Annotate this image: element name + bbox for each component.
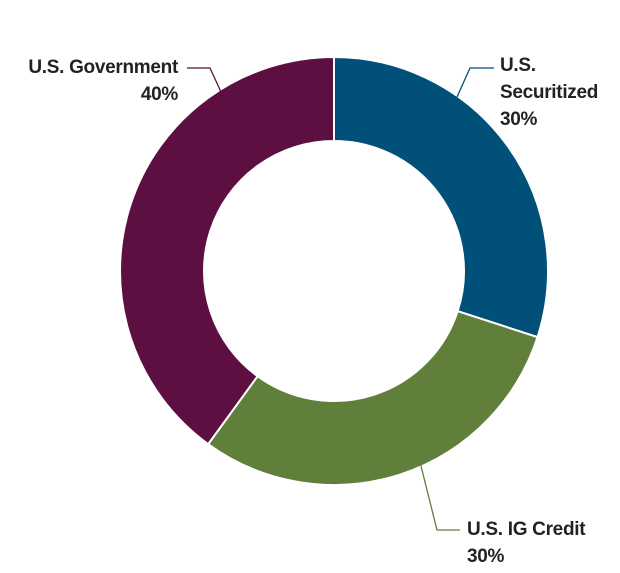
slices — [119, 55, 549, 486]
slice-label-group: U.S. IG Credit 30% — [467, 516, 617, 570]
donut-slice — [206, 309, 539, 486]
slice-value-label: 30% — [500, 109, 538, 130]
slice-value-label: 30% — [467, 546, 505, 567]
leader-line — [419, 461, 460, 531]
slice-label: U.S. Securitized — [500, 55, 599, 103]
leader-line — [456, 67, 494, 98]
slice-value-label: 40% — [140, 84, 178, 105]
donut-slice — [333, 55, 549, 339]
slice-label: U.S. Government — [28, 57, 178, 78]
leader-line — [187, 67, 222, 93]
donut-slice — [119, 55, 335, 446]
slice-label: U.S. IG Credit — [467, 519, 586, 540]
slice-label-group: U.S. Government 40% — [0, 54, 178, 108]
slice-label-group: U.S. Securitized 30% — [500, 52, 615, 133]
